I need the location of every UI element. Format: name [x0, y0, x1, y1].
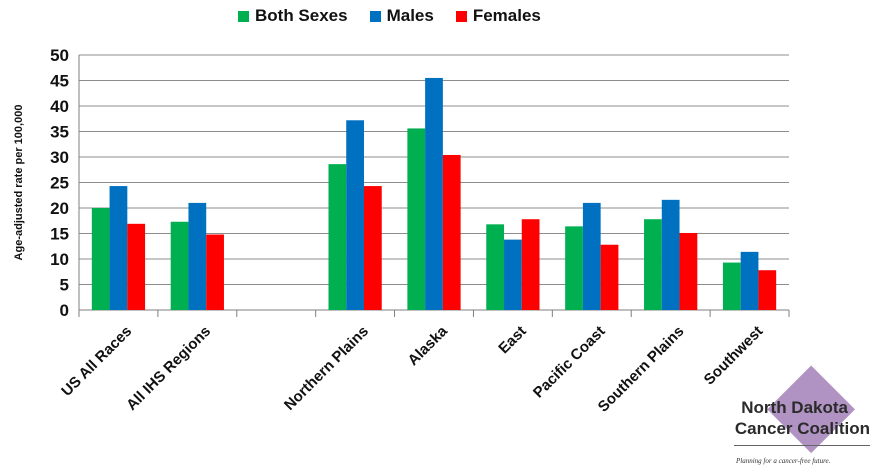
- bar-females: [363, 186, 382, 310]
- legend-label-females: Females: [472, 6, 541, 25]
- x-tick-label: East: [495, 323, 529, 357]
- y-tick-label: 10: [50, 250, 69, 269]
- bar-females: [521, 219, 540, 310]
- legend-swatch-females: [455, 10, 467, 22]
- x-tick-label: Southern Plains: [595, 323, 688, 416]
- x-tick-label: Northern Plains: [281, 323, 372, 414]
- bar-females: [758, 270, 777, 310]
- bar-both-sexes: [486, 224, 505, 310]
- legend-swatch-both-sexes: [238, 10, 249, 22]
- legend-swatch-males: [369, 10, 381, 22]
- x-tick-label: US All Races: [58, 323, 135, 400]
- x-tick-label: Pacific Coast: [530, 323, 609, 402]
- y-tick-label: 40: [50, 97, 69, 116]
- bar-males: [346, 120, 364, 310]
- bar-both-sexes: [644, 219, 662, 310]
- y-tick-label: 45: [50, 72, 69, 91]
- y-tick-label: 20: [50, 199, 69, 218]
- logo-tagline: Planning for a cancer-free future.: [736, 457, 831, 465]
- y-axis-label: Age-adjusted rate per 100,000: [13, 105, 25, 261]
- bar-females: [679, 232, 698, 310]
- y-tick-label: 0: [60, 301, 69, 320]
- y-tick-label: 5: [60, 276, 69, 295]
- bar-females: [600, 244, 619, 310]
- bar-females: [127, 223, 146, 310]
- logo-divider: [734, 445, 870, 446]
- legend-item-males: Males: [369, 6, 434, 26]
- bar-both-sexes: [170, 221, 189, 310]
- bar-both-sexes: [91, 208, 110, 310]
- y-tick-label: 50: [50, 46, 69, 65]
- chart-legend: Both Sexes Males Females: [238, 6, 541, 26]
- logo: North Dakota Cancer Coalition Planning f…: [728, 365, 878, 470]
- legend-item-females: Females: [455, 6, 541, 26]
- legend-label-males: Males: [386, 6, 434, 25]
- bar-males: [582, 202, 601, 310]
- bar-both-sexes: [407, 128, 426, 310]
- legend-label-both-sexes: Both Sexes: [255, 6, 348, 25]
- bar-males: [504, 239, 522, 310]
- y-tick-label: 15: [50, 225, 69, 244]
- bar-males: [188, 202, 207, 310]
- x-tick-label: All IHS Regions: [123, 323, 214, 414]
- bar-females: [442, 154, 461, 310]
- bar-males: [425, 77, 443, 310]
- x-tick-label: Southwest: [701, 323, 767, 389]
- bar-males: [109, 186, 128, 310]
- y-tick-label: 35: [50, 123, 69, 142]
- bar-both-sexes: [722, 262, 741, 310]
- bar-females: [206, 234, 224, 310]
- bar-both-sexes: [565, 226, 583, 310]
- y-tick-label: 30: [50, 148, 69, 167]
- x-tick-label: Alaska: [405, 322, 452, 369]
- bar-males: [661, 199, 680, 310]
- logo-line-2: Cancer Coalition: [734, 419, 870, 438]
- bar-both-sexes: [328, 164, 347, 310]
- bar-males: [740, 251, 759, 310]
- legend-item-both-sexes: Both Sexes: [238, 6, 348, 26]
- y-tick-label: 25: [50, 174, 69, 193]
- logo-line-1: North Dakota: [741, 398, 848, 417]
